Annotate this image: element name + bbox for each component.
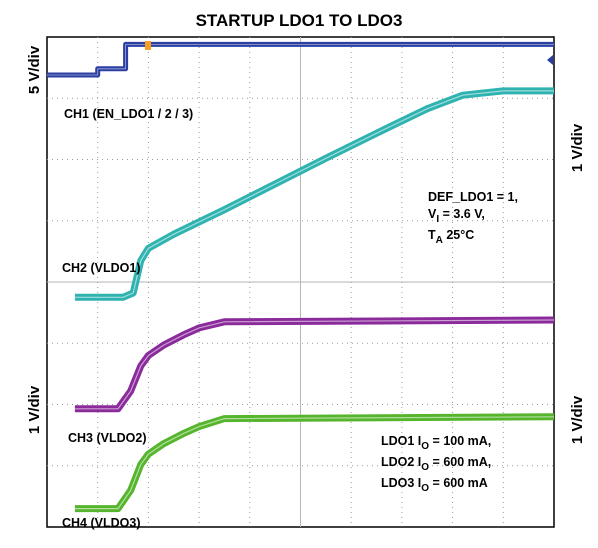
test-conditions: DEF_LDO1 = 1, VI = 3.6 V, TA 25°C <box>428 190 518 246</box>
plot-grid <box>47 37 554 527</box>
ch4-label: CH4 (VLDO3) <box>62 516 140 530</box>
ch1-scale-label: 5 V/div <box>26 45 43 94</box>
chart-title: STARTUP LDO1 TO LDO3 <box>196 11 403 30</box>
ldo1-load-text: LDO1 IO = 100 mA, <box>381 434 491 452</box>
traces <box>47 41 555 513</box>
ch3-trace-core <box>74 319 555 410</box>
ch2-trace-core <box>74 90 554 298</box>
ch4-scale-label: 1 V/div <box>569 395 586 444</box>
ch1-trigger-marker <box>145 41 151 50</box>
ch1-label: CH1 (EN_LDO1 / 2 / 3) <box>64 107 193 121</box>
ch1-level-marker <box>547 55 553 65</box>
vi-text: VI = 3.6 V, <box>428 207 485 225</box>
ch3-label: CH3 (VLDO2) <box>68 431 146 445</box>
ch3-scale-label: 1 V/div <box>26 385 43 434</box>
ta-text: TA 25°C <box>428 228 474 246</box>
ldo2-load-text: LDO2 IO = 600 mA, <box>381 455 491 473</box>
ldo3-load-text: LDO3 IO = 600 mA <box>381 476 488 494</box>
def-ldo1-text: DEF_LDO1 = 1, <box>428 190 518 204</box>
load-conditions: LDO1 IO = 100 mA, LDO2 IO = 600 mA, LDO3… <box>381 434 491 494</box>
ch2-label: CH2 (VLDO1) <box>62 261 140 275</box>
ch2-scale-label: 1 V/div <box>569 123 586 172</box>
ch1-trace-core <box>47 44 554 76</box>
ch4-trace-core <box>74 416 555 510</box>
